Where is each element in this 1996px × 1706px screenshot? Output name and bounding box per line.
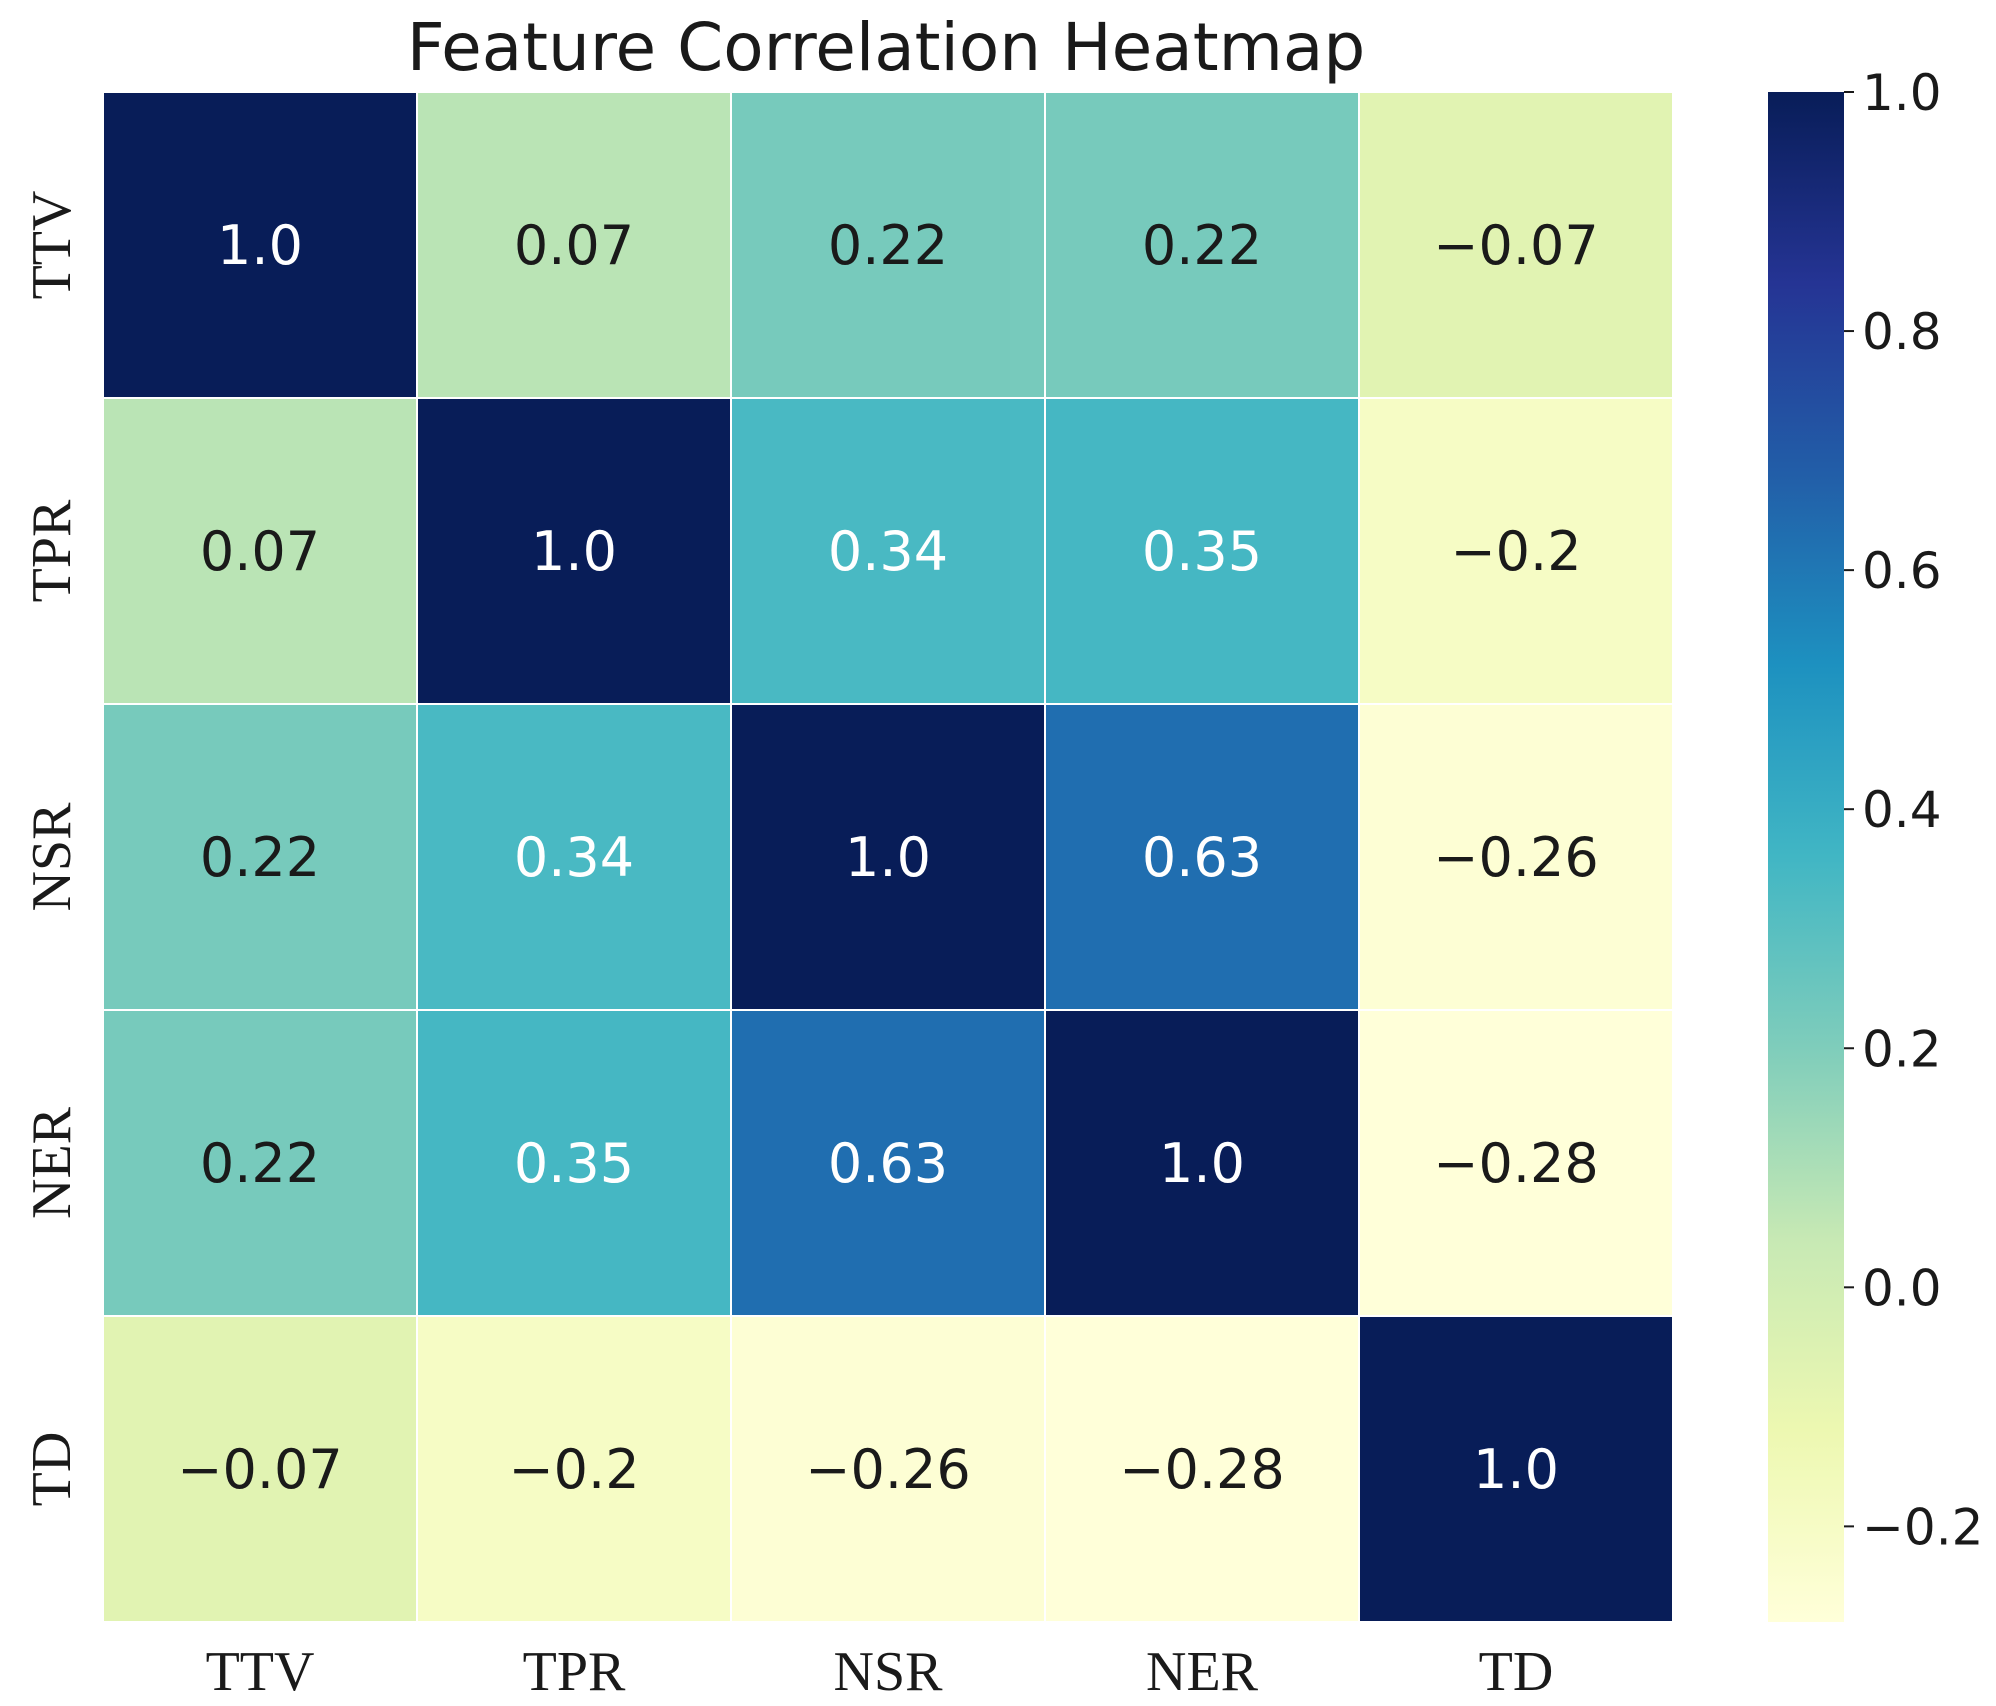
heatmap-cells bbox=[102, 91, 1674, 1623]
colorbar-tick-label: 0.2 bbox=[1862, 1020, 1942, 1078]
heatmap-cell-nsr-nsr bbox=[730, 703, 1046, 1011]
colorbar-tick-label: 0.0 bbox=[1862, 1259, 1942, 1317]
colorbar-tick-label: 0.4 bbox=[1862, 781, 1942, 839]
x-tick-label-nsr: NSR bbox=[834, 1641, 944, 1703]
heatmap-cell-ttv-td bbox=[1358, 91, 1674, 399]
x-axis-tick-labels: TTV TPR NSR NER TD bbox=[206, 1641, 1554, 1703]
heatmap-cell-td-tpr bbox=[416, 1315, 732, 1623]
cell-value-label: 0.63 bbox=[828, 1132, 948, 1195]
cell-value-label: 1.0 bbox=[1159, 1132, 1245, 1195]
heatmap-cell-tpr-ttv bbox=[102, 397, 418, 705]
cell-value-label: −0.07 bbox=[177, 1438, 342, 1501]
heatmap-cell-ttv-ttv bbox=[102, 91, 418, 399]
heatmap-cell-td-nsr bbox=[730, 1315, 1046, 1623]
colorbar: 1.0 0.8 0.6 0.4 0.2 0.0 −0.2 bbox=[1768, 64, 1983, 1622]
heatmap-cell-tpr-tpr bbox=[416, 397, 732, 705]
y-tick-label-ner: NER bbox=[21, 1106, 83, 1219]
colorbar-tick-label: −0.2 bbox=[1862, 1498, 1983, 1556]
x-tick-label-ttv: TTV bbox=[206, 1641, 315, 1703]
cell-value-label: 0.35 bbox=[514, 1132, 634, 1195]
cell-value-label: −0.2 bbox=[508, 1438, 639, 1501]
y-tick-label-ttv: TTV bbox=[21, 191, 83, 300]
y-axis-tick-labels: TTV TPR NSR NER TD bbox=[21, 191, 83, 1507]
cell-value-label: 0.07 bbox=[200, 520, 320, 583]
heatmap-cell-td-td bbox=[1358, 1315, 1674, 1623]
heatmap-cell-tpr-td bbox=[1358, 397, 1674, 705]
chart-title: Feature Correlation Heatmap bbox=[407, 9, 1365, 86]
y-tick-label-tpr: TPR bbox=[21, 499, 83, 602]
heatmap-cell-ner-ner bbox=[1044, 1009, 1360, 1317]
cell-value-label: −0.07 bbox=[1433, 214, 1598, 277]
y-tick-label-td: TD bbox=[21, 1432, 83, 1507]
cell-value-label: 0.34 bbox=[828, 520, 948, 583]
cell-value-label: 1.0 bbox=[1473, 1438, 1559, 1501]
cell-value-label: 0.22 bbox=[200, 1132, 320, 1195]
heatmap-cell-ttv-ner bbox=[1044, 91, 1360, 399]
cell-value-label: −0.2 bbox=[1450, 520, 1581, 583]
colorbar-tick-label: 1.0 bbox=[1862, 64, 1942, 122]
heatmap-cell-nsr-ner bbox=[1044, 703, 1360, 1011]
cell-value-label: 1.0 bbox=[217, 214, 303, 277]
heatmap-cell-ner-nsr bbox=[730, 1009, 1046, 1317]
colorbar-gradient bbox=[1768, 92, 1844, 1622]
cell-value-label: 0.22 bbox=[200, 826, 320, 889]
heatmap-cell-ner-ttv bbox=[102, 1009, 418, 1317]
heatmap-cell-labels: 1.0 0.07 0.22 0.22 −0.07 0.07 1.0 0.34 0.35 −0.2 0… bbox=[177, 214, 1598, 1501]
cell-value-label: −0.28 bbox=[1433, 1132, 1598, 1195]
heatmap-cell-tpr-nsr bbox=[730, 397, 1046, 705]
x-tick-label-ner: NER bbox=[1146, 1641, 1259, 1703]
y-tick-label-nsr: NSR bbox=[21, 802, 83, 912]
colorbar-ticks: 1.0 0.8 0.6 0.4 0.2 0.0 −0.2 bbox=[1844, 64, 1983, 1556]
colorbar-tick-label: 0.8 bbox=[1862, 303, 1942, 361]
heatmap-cell-nsr-td bbox=[1358, 703, 1674, 1011]
cell-value-label: 0.34 bbox=[514, 826, 634, 889]
cell-value-label: 0.63 bbox=[1142, 826, 1262, 889]
heatmap-cell-ner-td bbox=[1358, 1009, 1674, 1317]
heatmap-cell-td-ttv bbox=[102, 1315, 418, 1623]
heatmap-cell-ttv-tpr bbox=[416, 91, 732, 399]
heatmap-cell-ner-tpr bbox=[416, 1009, 732, 1317]
cell-value-label: −0.26 bbox=[1433, 826, 1598, 889]
cell-value-label: 0.22 bbox=[1142, 214, 1262, 277]
cell-value-label: 1.0 bbox=[845, 826, 931, 889]
heatmap-cell-ttv-nsr bbox=[730, 91, 1046, 399]
heatmap-cell-nsr-tpr bbox=[416, 703, 732, 1011]
cell-value-label: −0.26 bbox=[805, 1438, 970, 1501]
colorbar-tick-label: 0.6 bbox=[1862, 542, 1942, 600]
x-tick-label-td: TD bbox=[1479, 1641, 1554, 1703]
x-tick-label-tpr: TPR bbox=[523, 1641, 626, 1703]
cell-value-label: 0.35 bbox=[1142, 520, 1262, 583]
cell-value-label: 0.22 bbox=[828, 214, 948, 277]
cell-value-label: 1.0 bbox=[531, 520, 617, 583]
cell-value-label: 0.07 bbox=[514, 214, 634, 277]
cell-value-label: −0.28 bbox=[1119, 1438, 1284, 1501]
